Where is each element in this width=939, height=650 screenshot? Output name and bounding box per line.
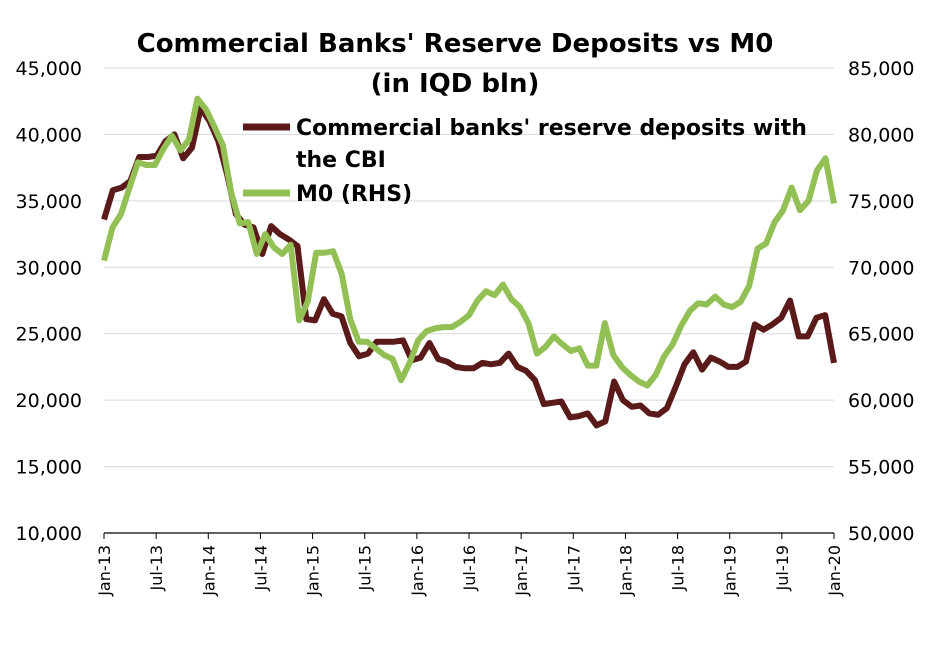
x-tick-label: Jan-15 xyxy=(304,545,323,597)
x-axis-ticks: Jan-13 Jul-13 Jan-14 Jul-14 Jan-15 Jul-15 Jan-… xyxy=(95,533,844,597)
x-tick-label: Jan-17 xyxy=(512,545,531,597)
x-tick-label: Jan-20 xyxy=(825,545,844,597)
legend: Commercial banks' reserve deposits with … xyxy=(243,116,807,207)
left-tick-label: 25,000 xyxy=(16,324,82,346)
left-tick-label: 10,000 xyxy=(16,523,82,545)
x-tick-label: Jul-17 xyxy=(564,545,583,591)
left-tick-label: 15,000 xyxy=(16,457,82,479)
right-tick-label: 80,000 xyxy=(848,124,914,146)
left-tick-label: 20,000 xyxy=(16,390,82,412)
left-axis-ticks: 10,000 15,000 20,000 25,000 30,000 35,000 40,0… xyxy=(16,58,82,545)
x-tick-label: Jan-14 xyxy=(199,545,218,597)
left-tick-label: 30,000 xyxy=(16,257,82,279)
legend-label-m0: M0 (RHS) xyxy=(296,182,412,207)
x-tick-label: Jul-16 xyxy=(460,545,479,591)
x-tick-label: Jan-18 xyxy=(616,545,635,597)
series-layer xyxy=(101,95,837,429)
left-tick-label: 40,000 xyxy=(16,124,82,146)
left-tick-label: 35,000 xyxy=(16,191,82,213)
right-axis-ticks: 50,000 55,000 60,000 65,000 70,000 75,000 80,0… xyxy=(848,58,914,545)
x-tick-label: Jul-14 xyxy=(251,545,270,591)
x-tick-label: Jul-19 xyxy=(773,545,792,591)
x-tick-label: Jul-18 xyxy=(669,545,688,591)
x-tick-label: Jan-19 xyxy=(721,545,740,597)
right-tick-label: 60,000 xyxy=(848,390,914,412)
chart-title-line-2: (in IQD bln) xyxy=(371,69,540,99)
x-tick-label: Jul-13 xyxy=(147,545,166,591)
legend-label-reserve-deposits-line-1: Commercial banks' reserve deposits with xyxy=(296,116,807,141)
right-tick-label: 75,000 xyxy=(848,191,914,213)
chart-title-line-1: Commercial Banks' Reserve Deposits vs M0 xyxy=(137,29,774,59)
x-tick-label: Jan-16 xyxy=(408,545,427,597)
right-tick-label: 55,000 xyxy=(848,457,914,479)
right-tick-label: 85,000 xyxy=(848,58,914,80)
right-tick-label: 50,000 xyxy=(848,523,914,545)
right-tick-label: 65,000 xyxy=(848,324,914,346)
gridlines xyxy=(104,67,834,468)
left-tick-label: 45,000 xyxy=(16,58,82,80)
series-line-m0 xyxy=(101,95,837,389)
x-tick-label: Jan-13 xyxy=(95,545,114,597)
right-tick-label: 70,000 xyxy=(848,257,914,279)
legend-label-reserve-deposits-line-2: the CBI xyxy=(296,148,386,173)
x-tick-label: Jul-15 xyxy=(356,545,375,591)
series-line-reserve-deposits xyxy=(101,104,837,429)
